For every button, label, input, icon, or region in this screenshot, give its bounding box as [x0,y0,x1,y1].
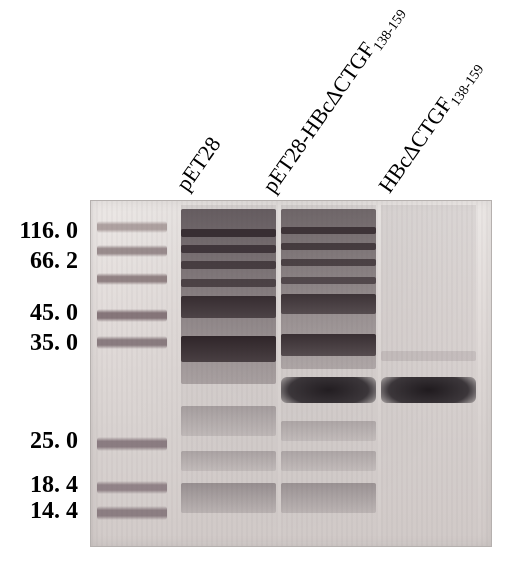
mw-label-4: 25. 0 [8,428,78,455]
sample-lane-0 [181,201,276,546]
lane-label-0: pET28 [171,132,227,196]
mw-label-5: 18. 4 [8,472,78,499]
mw-label-1: 66. 2 [8,248,78,275]
mw-label-6: 14. 4 [8,498,78,525]
gel-image [90,200,492,547]
mw-label-2: 45. 0 [8,300,78,327]
mw-label-0: 116. 0 [8,218,78,245]
lane-label-2: HBcΔCTGF138-159 [373,54,488,200]
mw-label-3: 35. 0 [8,330,78,357]
sample-lane-2 [381,201,476,546]
ladder-lane [97,201,167,546]
sample-lane-1 [281,201,376,546]
